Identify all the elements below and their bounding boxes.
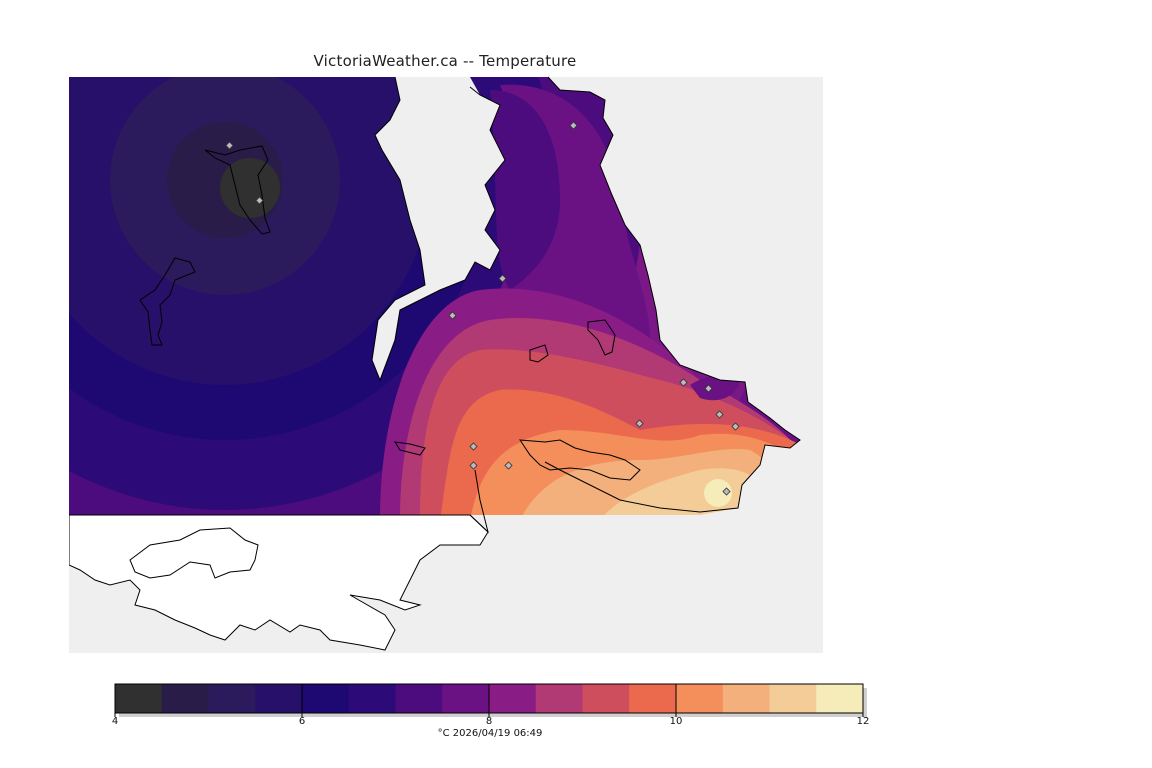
station-marker[interactable] [569,121,578,130]
color-scale-tick-label: 8 [485,716,493,727]
color-scale-tick-label: 4 [111,716,119,727]
temperature-field [69,77,823,515]
island-west [139,257,196,346]
station-marker[interactable] [722,487,731,496]
color-scale-swatch [816,684,864,713]
color-scale-swatch [769,684,817,713]
color-scale-swatch [629,684,677,713]
color-scale-swatch [302,684,350,713]
color-scale-swatch [161,684,209,713]
land-masks [372,77,823,515]
color-scale-swatch [208,684,256,713]
station-marker[interactable] [498,274,507,283]
color-scale-swatch [535,684,583,713]
station-marker[interactable] [225,141,234,150]
color-scale-swatch [582,684,630,713]
station-marker[interactable] [731,422,740,431]
station-marker[interactable] [448,311,457,320]
station-markers [225,121,740,496]
station-marker[interactable] [469,442,478,451]
station-marker[interactable] [255,196,264,205]
station-marker[interactable] [704,384,713,393]
map-title: VictoriaWeather.ca -- Temperature [313,52,577,70]
station-marker[interactable] [679,378,688,387]
color-scale-tick-label: 12 [856,716,870,727]
units-timestamp-caption: °C 2026/04/19 06:49 [437,728,543,739]
island-small-3 [529,344,549,363]
color-scale-swatch [348,684,396,713]
coastlines [371,76,801,534]
islands [139,145,641,481]
island-small-1 [394,441,426,456]
island-north [204,145,271,235]
color-scale-swatch [489,684,537,713]
island-small-2 [587,319,616,356]
color-scale-swatch [115,684,163,713]
color-scale-tick-label: 6 [298,716,306,727]
station-marker[interactable] [469,461,478,470]
station-marker[interactable] [504,461,513,470]
color-scale-swatch [676,684,724,713]
color-scale-swatch [722,684,770,713]
harbour-outline [519,439,641,481]
station-marker[interactable] [635,419,644,428]
color-scale-swatch [442,684,490,713]
color-scale-swatch [255,684,303,713]
color-scale-swatch [395,684,443,713]
color-scale-tick-label: 10 [669,716,683,727]
southern-landmass-inlet [129,527,259,579]
station-marker[interactable] [715,410,724,419]
